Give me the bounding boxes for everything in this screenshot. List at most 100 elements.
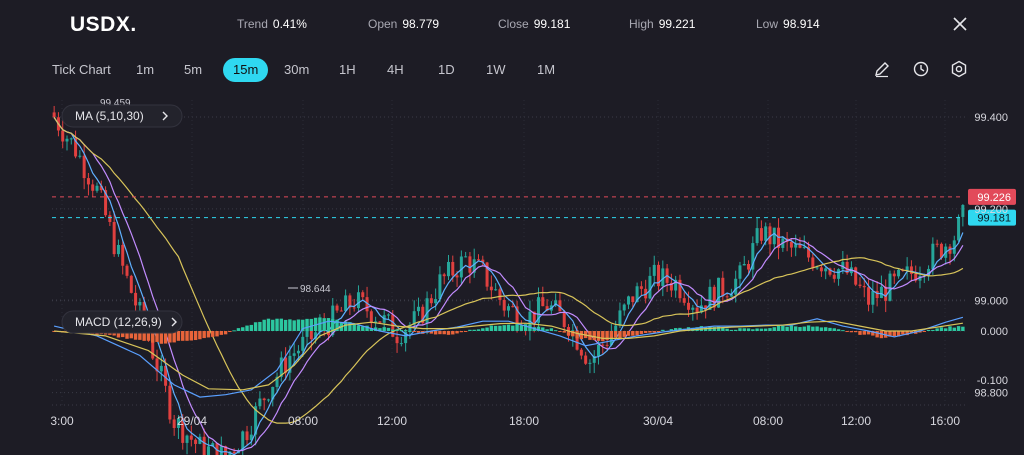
candle-body: [494, 289, 498, 291]
timeframe-4h[interactable]: 4H: [387, 62, 404, 77]
close-icon[interactable]: [950, 14, 970, 34]
macd-histogram-bar: [755, 328, 759, 331]
candle-body: [331, 305, 335, 336]
open-label: Open: [368, 17, 398, 31]
macd-histogram-bar: [352, 324, 356, 331]
macd-histogram-bar: [331, 319, 335, 331]
candle-body: [472, 259, 476, 273]
candle-body: [549, 305, 553, 311]
candle-body: [348, 295, 352, 308]
candle-body: [691, 307, 695, 310]
timeframe-30m[interactable]: 30m: [284, 62, 310, 77]
macd-histogram-bar: [296, 319, 301, 331]
candle-body: [476, 259, 480, 261]
candle-body: [734, 278, 738, 295]
macd-histogram-bar: [605, 331, 609, 340]
candle-body: [266, 399, 270, 401]
macd-histogram-bar: [429, 331, 434, 334]
settings-icon[interactable]: [950, 60, 968, 78]
macd-histogram-bar: [601, 331, 605, 342]
candle-body: [104, 190, 108, 216]
candle-body: [176, 418, 180, 428]
candle-body: [442, 274, 446, 277]
timeframe-1m[interactable]: 1m: [136, 62, 155, 77]
candle-body: [215, 443, 219, 455]
macd-histogram-bar: [776, 325, 781, 331]
macd-histogram-bar: [815, 326, 819, 331]
close-value: 99.181: [533, 17, 571, 31]
macd-histogram-bar: [793, 326, 798, 331]
candle-body: [395, 336, 399, 344]
high-stat: High 99.221: [629, 17, 695, 31]
macd-histogram-bar: [236, 328, 241, 331]
macd-histogram-bar: [99, 331, 104, 335]
timeframe-1h[interactable]: 1H: [339, 62, 356, 77]
macd-histogram-bar: [343, 321, 348, 331]
clock-icon[interactable]: [912, 60, 930, 78]
chart-header: USDX. Trend 0.41% Open 98.779 Close 99.181 …: [0, 0, 1024, 50]
high-price-tag-label: 99.226: [977, 192, 1011, 204]
candle-body: [601, 344, 605, 346]
macd-histogram-bar: [262, 319, 266, 331]
candle-body: [65, 138, 69, 142]
macd-histogram-bar: [596, 331, 601, 341]
open-value: 98.779: [402, 17, 440, 31]
candle-body: [935, 243, 939, 245]
candle-body: [416, 306, 420, 312]
macd-histogram-bar: [588, 331, 592, 340]
time-tick-label: 16:00: [930, 414, 960, 428]
timeframe-5m[interactable]: 5m: [184, 62, 203, 77]
macd-histogram-bar: [751, 329, 755, 331]
timeframe-1mo[interactable]: 1M: [537, 62, 556, 77]
candle-body: [164, 365, 168, 386]
candle-body: [245, 431, 249, 441]
macd-histogram-bar: [819, 327, 824, 331]
macd-histogram-bar: [883, 331, 888, 338]
candle-body: [151, 338, 155, 359]
candle-body: [408, 324, 412, 332]
macd-histogram-bar: [146, 331, 151, 341]
candle-body: [86, 178, 90, 185]
candle-body: [567, 327, 571, 336]
candle-body: [455, 275, 459, 278]
macd-histogram-bar: [493, 325, 498, 331]
macd-histogram-bar: [373, 327, 378, 331]
macd-histogram-bar: [768, 328, 772, 331]
macd-histogram-bar: [181, 331, 185, 341]
price-tick-label: 99.200: [974, 204, 1008, 216]
macd-histogram-bar: [108, 331, 112, 335]
timeframe-15m[interactable]: 15m: [223, 58, 269, 82]
macd-histogram-bar: [541, 327, 545, 331]
candle-body: [468, 256, 472, 273]
macd-histogram-bar: [785, 326, 789, 331]
candle-body: [627, 296, 631, 305]
timeframe-1w[interactable]: 1W: [486, 62, 506, 77]
candle-body: [558, 300, 562, 312]
candle-body: [699, 305, 703, 313]
macd-histogram-bar: [712, 327, 716, 331]
macd-histogram-bar: [506, 324, 511, 331]
candle-body: [862, 285, 866, 288]
pencil-icon[interactable]: [873, 60, 891, 78]
timeframe-1d[interactable]: 1D: [438, 62, 455, 77]
candle-body: [56, 117, 60, 131]
macd-histogram-bar: [802, 326, 806, 331]
candle-body: [189, 435, 193, 440]
macd-histogram-bar: [442, 331, 446, 335]
candle-body: [669, 282, 673, 291]
macd-histogram-bar: [515, 324, 519, 331]
macd-histogram-bar: [318, 317, 322, 331]
candle-body: [909, 266, 913, 274]
macd-histogram-bar: [86, 331, 91, 335]
candle-body: [811, 257, 815, 269]
macd-histogram-bar: [669, 329, 674, 331]
macd-histogram-bar: [948, 326, 952, 331]
tick-chart-button[interactable]: Tick Chart: [52, 62, 111, 77]
price-tick-label: 99.000: [974, 296, 1008, 308]
macd-histogram-bar: [288, 319, 292, 331]
candle-body: [579, 349, 583, 356]
trend-stat: Trend 0.41%: [237, 17, 307, 31]
candle-body: [682, 298, 686, 303]
macd-histogram-bar: [656, 331, 661, 332]
macd-histogram-bar: [489, 325, 494, 331]
